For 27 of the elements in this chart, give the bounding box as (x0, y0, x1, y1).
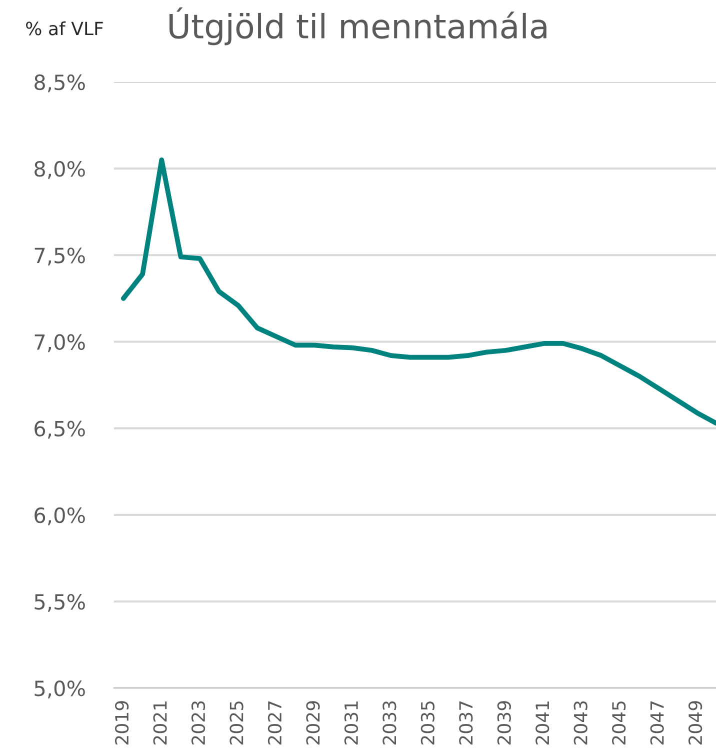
y-tick-label: 7,0% (34, 334, 85, 352)
y-tick-label: 8,5% (34, 74, 85, 92)
x-tick-label: 2043 (574, 701, 588, 745)
x-tick-label: 2045 (612, 701, 626, 745)
x-tick-label: 2033 (382, 701, 396, 745)
y-tick-label: 5,5% (34, 594, 85, 612)
x-tick-label: 2021 (153, 702, 167, 745)
line-series (120, 157, 716, 426)
y-tick-label: 7,5% (34, 248, 85, 266)
x-tick-label: 2031 (344, 702, 358, 745)
x-tick-label: 2025 (230, 701, 244, 745)
x-tick-label: 2035 (420, 701, 434, 745)
x-tick-label: 2029 (306, 701, 320, 745)
x-tick-label: 2019 (114, 701, 129, 745)
x-tick-label: 2027 (268, 701, 282, 745)
x-tick-label: 2037 (459, 701, 473, 745)
x-tick-label: 2049 (688, 701, 702, 745)
x-tick-label: 2041 (536, 702, 550, 745)
x-tick-label: 2023 (191, 701, 206, 745)
y-tick-label: 6,0% (34, 507, 85, 526)
y-tick-label: 5,0% (34, 680, 85, 698)
y-axis-title: % af VLF (26, 21, 103, 36)
y-tick-label: 6,5% (34, 420, 85, 439)
y-tick-label: 8,0% (34, 161, 85, 179)
chart-title: Útgjöld til menntamála (170, 7, 546, 46)
x-tick-label: 2039 (497, 701, 511, 745)
x-tick-label: 2047 (650, 701, 664, 745)
